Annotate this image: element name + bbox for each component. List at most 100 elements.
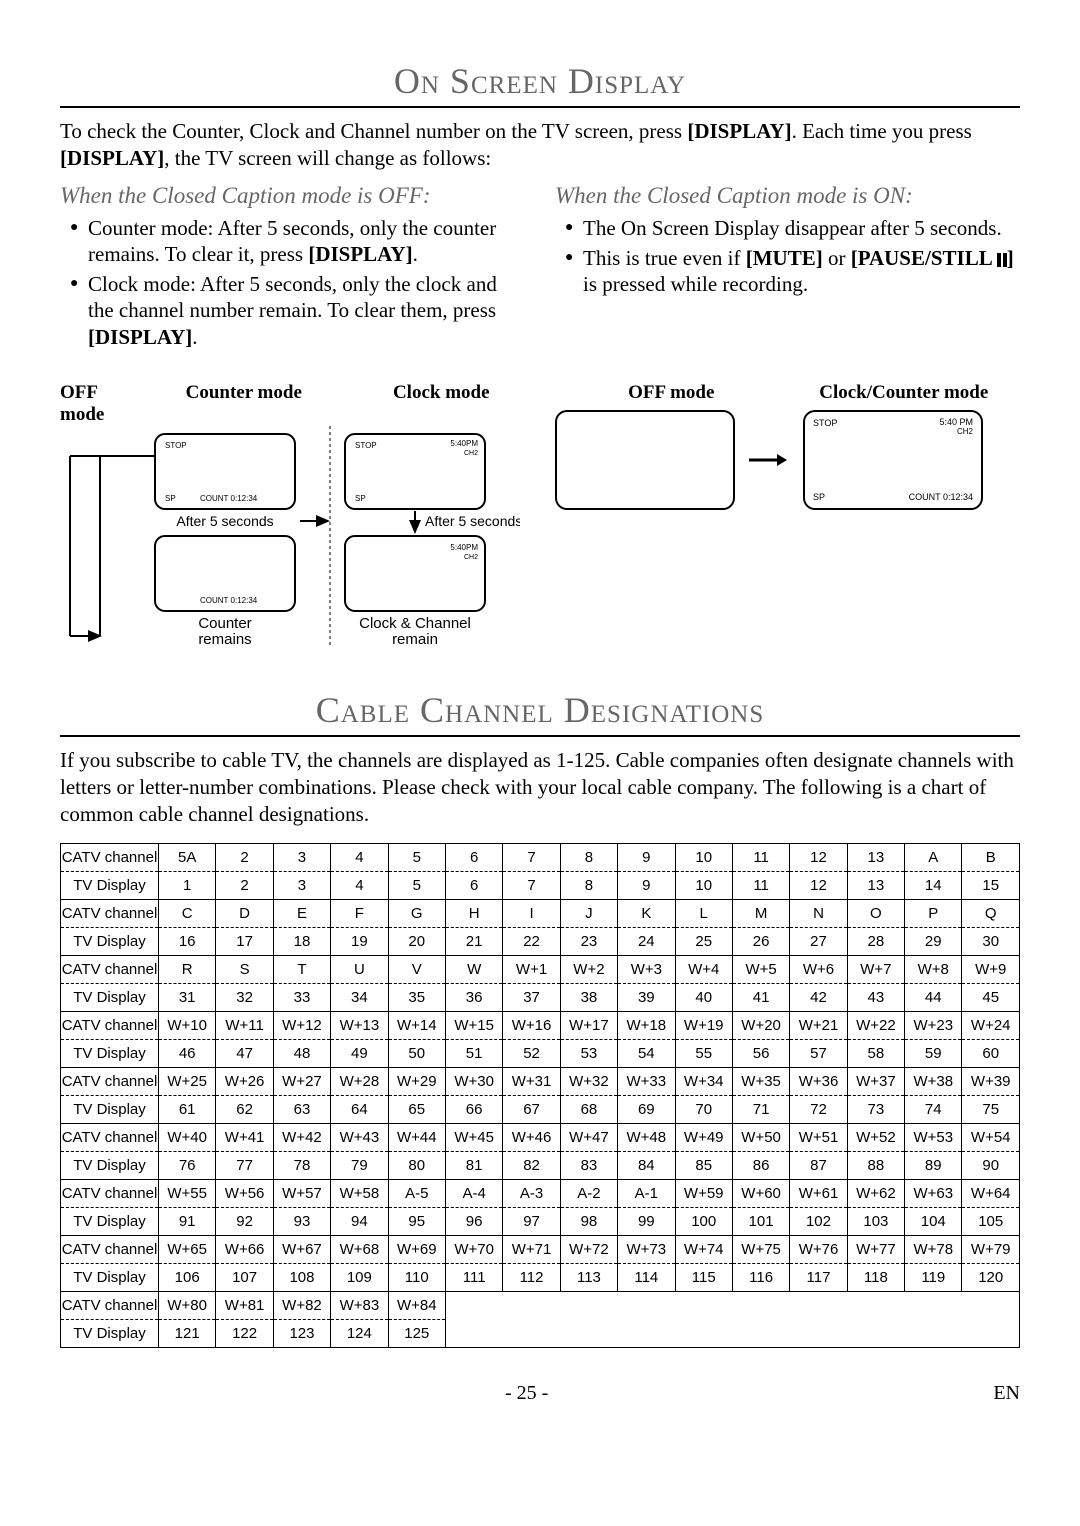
row-label-catv: CATV channel bbox=[61, 955, 159, 983]
cc-on-bullet-2: This is true even if [MUTE] or [PAUSE/ST… bbox=[565, 245, 1020, 298]
table-cell: D bbox=[216, 899, 273, 927]
table-cell: A-4 bbox=[445, 1179, 502, 1207]
table-cell: W+36 bbox=[790, 1067, 847, 1095]
svg-text:After 5 seconds: After 5 seconds bbox=[176, 513, 273, 529]
table-cell: 87 bbox=[790, 1151, 847, 1179]
table-cell: 92 bbox=[216, 1207, 273, 1235]
svg-text:5:40PM: 5:40PM bbox=[450, 543, 478, 552]
table-cell: W+6 bbox=[790, 955, 847, 983]
table-cell: 93 bbox=[273, 1207, 330, 1235]
table-cell: 36 bbox=[445, 983, 502, 1011]
osd-title: On Screen Display bbox=[60, 60, 1020, 108]
table-cell: 106 bbox=[159, 1263, 216, 1291]
table-cell: 25 bbox=[675, 927, 732, 955]
table-cell: 80 bbox=[388, 1151, 445, 1179]
table-cell: 8 bbox=[560, 843, 617, 871]
table-cell: W+78 bbox=[905, 1235, 962, 1263]
table-cell: W+18 bbox=[618, 1011, 675, 1039]
svg-text:Clock & Channel: Clock & Channel bbox=[359, 615, 471, 632]
table-cell: W+25 bbox=[159, 1067, 216, 1095]
table-cell: 53 bbox=[560, 1039, 617, 1067]
row-label-tv: TV Display bbox=[61, 1207, 159, 1235]
off-blank-screen bbox=[555, 410, 735, 510]
table-cell: W+41 bbox=[216, 1123, 273, 1151]
table-cell: W+31 bbox=[503, 1067, 560, 1095]
arrow-right-icon bbox=[749, 450, 789, 470]
table-cell: W+24 bbox=[962, 1011, 1020, 1039]
table-cell: 64 bbox=[331, 1095, 388, 1123]
table-cell: W+23 bbox=[905, 1011, 962, 1039]
table-cell: W+59 bbox=[675, 1179, 732, 1207]
table-cell: W+75 bbox=[732, 1235, 789, 1263]
svg-text:SP: SP bbox=[355, 494, 366, 503]
table-cell: 78 bbox=[273, 1151, 330, 1179]
table-cell: W+19 bbox=[675, 1011, 732, 1039]
table-cell: 3 bbox=[273, 843, 330, 871]
table-cell: W+68 bbox=[331, 1235, 388, 1263]
table-cell: 30 bbox=[962, 927, 1020, 955]
table-cell: 29 bbox=[905, 927, 962, 955]
table-cell: W+74 bbox=[675, 1235, 732, 1263]
table-cell: K bbox=[618, 899, 675, 927]
table-cell: 97 bbox=[503, 1207, 560, 1235]
table-cell: 56 bbox=[732, 1039, 789, 1067]
table-cell: W+79 bbox=[962, 1235, 1020, 1263]
row-label-catv: CATV channel bbox=[61, 1235, 159, 1263]
row-label-catv: CATV channel bbox=[61, 1011, 159, 1039]
table-cell: 10 bbox=[675, 843, 732, 871]
table-cell: 32 bbox=[216, 983, 273, 1011]
table-cell: W+60 bbox=[732, 1179, 789, 1207]
table-cell: 37 bbox=[503, 983, 560, 1011]
table-cell: W+65 bbox=[159, 1235, 216, 1263]
label-counter-mode: Counter mode bbox=[140, 382, 328, 426]
table-cell: W+45 bbox=[445, 1123, 502, 1151]
row-label-tv: TV Display bbox=[61, 1263, 159, 1291]
table-cell: 1 bbox=[159, 871, 216, 899]
table-cell: U bbox=[331, 955, 388, 983]
table-cell: 38 bbox=[560, 983, 617, 1011]
table-cell: W+21 bbox=[790, 1011, 847, 1039]
table-cell: W+47 bbox=[560, 1123, 617, 1151]
table-cell: 15 bbox=[962, 871, 1020, 899]
table-cell: B bbox=[962, 843, 1020, 871]
label-off-mode-r: OFF mode bbox=[555, 382, 788, 404]
table-cell: 79 bbox=[331, 1151, 388, 1179]
svg-text:5:40PM: 5:40PM bbox=[450, 439, 478, 448]
row-label-catv: CATV channel bbox=[61, 1179, 159, 1207]
cable-title: Cable Channel Designations bbox=[60, 689, 1020, 737]
svg-text:Counter: Counter bbox=[198, 615, 251, 632]
table-cell: W+54 bbox=[962, 1123, 1020, 1151]
table-cell: W+37 bbox=[847, 1067, 904, 1095]
row-label-tv: TV Display bbox=[61, 983, 159, 1011]
svg-text:SP: SP bbox=[165, 494, 176, 503]
table-cell: W+34 bbox=[675, 1067, 732, 1095]
table-cell: 28 bbox=[847, 927, 904, 955]
table-cell: A-5 bbox=[388, 1179, 445, 1207]
row-label-tv: TV Display bbox=[61, 1319, 159, 1347]
table-cell: 96 bbox=[445, 1207, 502, 1235]
table-cell: 17 bbox=[216, 927, 273, 955]
table-cell: W+76 bbox=[790, 1235, 847, 1263]
table-cell: 44 bbox=[905, 983, 962, 1011]
table-cell: 14 bbox=[905, 871, 962, 899]
osd-intro: To check the Counter, Clock and Channel … bbox=[60, 118, 1020, 173]
table-cell: 59 bbox=[905, 1039, 962, 1067]
svg-text:After 5 seconds: After 5 seconds bbox=[425, 513, 520, 529]
table-cell: W+57 bbox=[273, 1179, 330, 1207]
screen-time-ch: 5:40 PM CH2 bbox=[939, 418, 973, 436]
table-cell: 86 bbox=[732, 1151, 789, 1179]
table-cell: G bbox=[388, 899, 445, 927]
clock-counter-screen: STOP 5:40 PM CH2 SP COUNT 0:12:34 bbox=[803, 410, 983, 510]
table-cell: 108 bbox=[273, 1263, 330, 1291]
svg-text:remains: remains bbox=[198, 631, 251, 648]
table-cell: 117 bbox=[790, 1263, 847, 1291]
table-cell: C bbox=[159, 899, 216, 927]
table-cell: 77 bbox=[216, 1151, 273, 1179]
table-cell: 58 bbox=[847, 1039, 904, 1067]
osd-columns: When the Closed Caption mode is OFF: Cou… bbox=[60, 183, 1020, 354]
table-cell: 57 bbox=[790, 1039, 847, 1067]
table-cell: 48 bbox=[273, 1039, 330, 1067]
table-cell: 7 bbox=[503, 843, 560, 871]
table-cell: 51 bbox=[445, 1039, 502, 1067]
cc-on-bullet-1: The On Screen Display disappear after 5 … bbox=[565, 215, 1020, 241]
